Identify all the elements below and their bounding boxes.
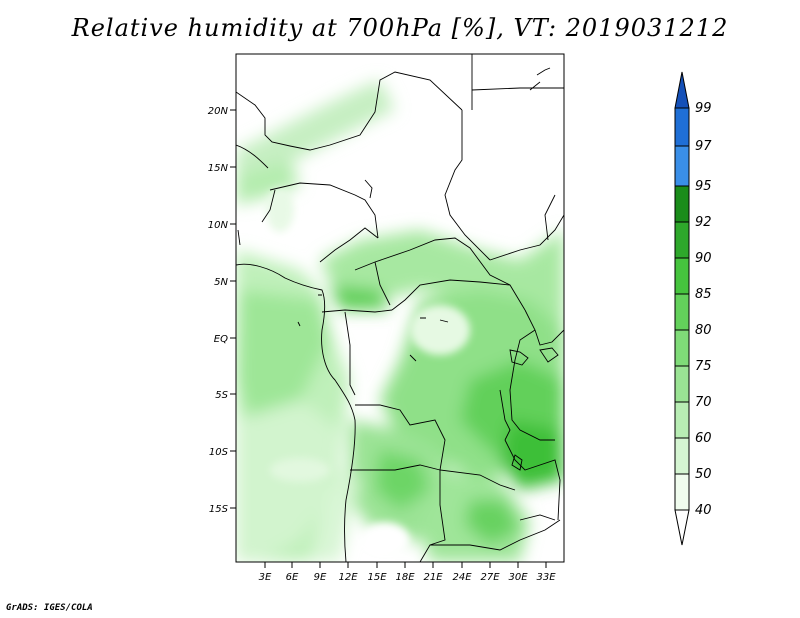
lon-label: 27E xyxy=(480,572,500,583)
lon-label: 18E xyxy=(395,572,415,583)
colorbar-label: 99 xyxy=(695,101,712,116)
colorbar-segment-95 xyxy=(674,145,690,187)
colorbar-segment-92 xyxy=(674,185,690,223)
colorbar-label: 80 xyxy=(695,323,712,338)
lon-label: 33E xyxy=(536,572,556,583)
colorbar-label: 85 xyxy=(695,287,712,302)
lon-label: 24E xyxy=(452,572,472,583)
lon-label: 21E xyxy=(423,572,443,583)
colorbar-label: 97 xyxy=(695,139,712,154)
lat-label: EQ xyxy=(214,334,228,345)
lat-label: 15N xyxy=(208,163,229,174)
lat-label: 20N xyxy=(208,106,229,117)
lon-label: 6E xyxy=(286,572,299,583)
colorbar: 40 50 60 70 75 80 85 90 92 95 97 99 xyxy=(674,71,712,546)
lat-label: 5S xyxy=(215,390,228,401)
lon-label: 30E xyxy=(508,572,528,583)
colorbar-label: 60 xyxy=(695,431,712,446)
colorbar-upper-tip xyxy=(674,71,690,109)
colorbar-segment-75 xyxy=(674,329,690,367)
lat-label: 10N xyxy=(208,220,229,231)
colorbar-label: 95 xyxy=(695,179,712,194)
country-borders xyxy=(236,54,564,562)
lat-label: 5N xyxy=(214,277,228,288)
colorbar-segment-50 xyxy=(674,437,690,475)
longitude-axis: 3E 6E 9E 12E 15E 18E 21E 24E 27E 30E 33E xyxy=(259,562,556,583)
map-frame xyxy=(235,53,565,563)
colorbar-segment-85 xyxy=(674,257,690,295)
colorbar-segment-80 xyxy=(674,293,690,331)
colorbar-segment-60 xyxy=(674,401,690,439)
colorbar-label: 92 xyxy=(695,215,712,230)
humidity-field xyxy=(236,54,564,562)
colorbar-label: 70 xyxy=(695,395,712,410)
lon-label: 12E xyxy=(338,572,358,583)
colorbar-segment-97 xyxy=(674,107,690,147)
colorbar-segment-40 xyxy=(674,473,690,511)
colorbar-label: 90 xyxy=(695,251,712,266)
lon-label: 15E xyxy=(367,572,387,583)
colorbar-lower-tip xyxy=(674,509,690,546)
lon-label: 3E xyxy=(259,572,272,583)
colorbar-label: 75 xyxy=(695,359,712,374)
latitude-axis: 20N 15N 10N 5N EQ 5S 10S 15S xyxy=(208,106,236,515)
colorbar-segment-90 xyxy=(674,221,690,259)
lat-label: 10S xyxy=(209,447,229,458)
map-title: Relative humidity at 700hPa [%], VT: 201… xyxy=(71,14,729,42)
colorbar-label: 40 xyxy=(695,503,712,518)
lon-label: 9E xyxy=(314,572,327,583)
credit-text: GrADS: IGES/COLA xyxy=(6,603,93,613)
colorbar-segment-70 xyxy=(674,365,690,403)
colorbar-label: 50 xyxy=(695,467,712,482)
lat-label: 15S xyxy=(209,504,229,515)
